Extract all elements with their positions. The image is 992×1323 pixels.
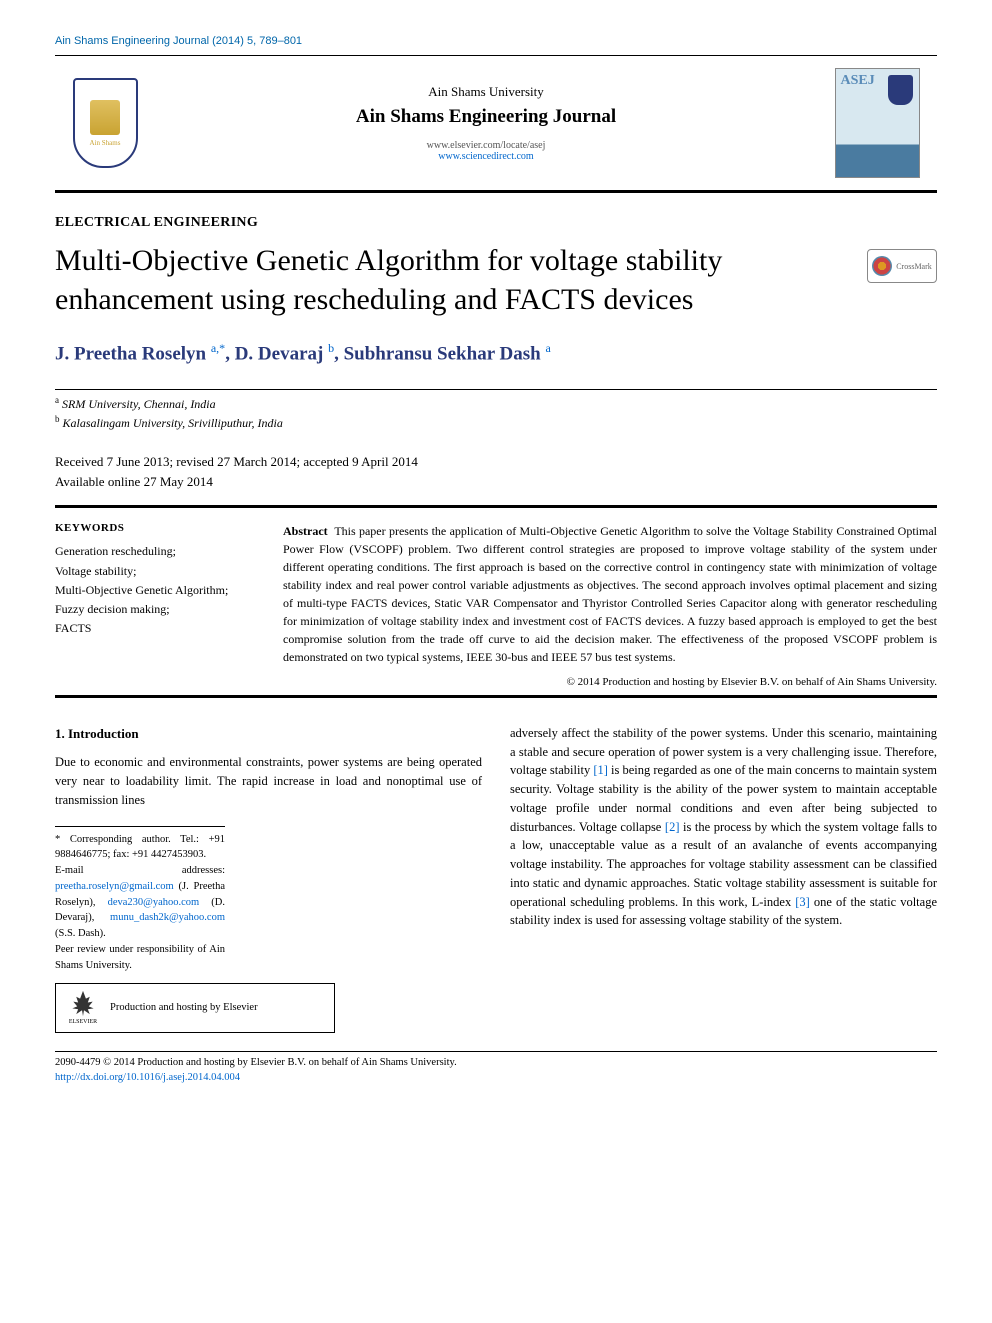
crossmark-icon	[872, 256, 892, 276]
abstract-label: Abstract	[283, 524, 328, 538]
running-head: Ain Shams Engineering Journal (2014) 5, …	[55, 35, 937, 47]
affiliations: a SRM University, Chennai, India b Kalas…	[55, 394, 937, 432]
author-2: D. Devaraj	[235, 343, 324, 364]
rule-masthead-bottom	[55, 190, 937, 193]
crossmark-label: CrossMark	[896, 262, 932, 271]
elsevier-logo: ELSEVIER	[66, 989, 100, 1027]
email-link-3[interactable]: munu_dash2k@yahoo.com	[110, 912, 225, 923]
keywords-heading: KEYWORDS	[55, 522, 255, 534]
email-link-1[interactable]: preetha.roselyn@gmail.com	[55, 881, 174, 892]
email-addresses: E-mail addresses: preetha.roselyn@gmail.…	[55, 863, 225, 942]
citation-3[interactable]: [3]	[795, 895, 810, 909]
peer-review-line: Peer review under responsibility of Ain …	[55, 942, 225, 974]
rule-above-abstract	[55, 505, 937, 508]
rule-below-abstract	[55, 695, 937, 698]
author-list: J. Preetha Roselyn a,*, D. Devaraj b, Su…	[55, 341, 937, 365]
author-3-affil: a	[545, 341, 550, 355]
article-title: Multi-Objective Genetic Algorithm for vo…	[55, 241, 805, 319]
masthead: Ain Shams Ain Shams University Ain Shams…	[55, 60, 937, 186]
citation-1[interactable]: [1]	[593, 763, 608, 777]
corr-author-line: * Corresponding author. Tel.: +91 988464…	[55, 832, 225, 864]
citation-2[interactable]: [2]	[665, 820, 680, 834]
author-1: J. Preetha Roselyn	[55, 343, 206, 364]
rule-top	[55, 55, 937, 56]
intro-para-2: adversely affect the stability of the po…	[510, 724, 937, 930]
author-2-affil: b	[328, 341, 334, 355]
author-3: Subhransu Sekhar Dash	[344, 343, 541, 364]
hosting-box: ELSEVIER Production and hosting by Elsev…	[55, 983, 335, 1033]
hosting-text: Production and hosting by Elsevier	[110, 1000, 258, 1016]
journal-locate-link[interactable]: www.elsevier.com/locate/asej	[155, 140, 817, 151]
abstract-box: Abstract This paper presents the applica…	[283, 522, 937, 691]
available-online: Available online 27 May 2014	[55, 472, 937, 492]
rule-authors	[55, 389, 937, 390]
journal-cover-thumbnail: ASEJ	[835, 68, 920, 178]
article-dates: Received 7 June 2013; revised 27 March 2…	[55, 452, 937, 491]
page-footer: 2090-4479 © 2014 Production and hosting …	[55, 1051, 937, 1085]
abstract-copyright: © 2014 Production and hosting by Elsevie…	[283, 674, 937, 691]
crossmark-badge[interactable]: CrossMark	[867, 249, 937, 283]
section-label: ELECTRICAL ENGINEERING	[55, 215, 937, 231]
keywords-list: Generation rescheduling; Voltage stabili…	[55, 542, 255, 638]
affiliation-a: SRM University, Chennai, India	[62, 397, 216, 411]
doi-link[interactable]: http://dx.doi.org/10.1016/j.asej.2014.04…	[55, 1072, 240, 1083]
publisher-name: Ain Shams University	[155, 84, 817, 100]
affiliation-b: Kalasalingam University, Srivilliputhur,…	[63, 416, 283, 430]
abstract-text: This paper presents the application of M…	[283, 524, 937, 664]
received-revised-accepted: Received 7 June 2013; revised 27 March 2…	[55, 452, 937, 472]
corresponding-author-footnote: * Corresponding author. Tel.: +91 988464…	[55, 826, 225, 1034]
sciencedirect-link[interactable]: www.sciencedirect.com	[155, 151, 817, 162]
university-shield-logo: Ain Shams	[73, 78, 138, 168]
issn-copyright: 2090-4479 © 2014 Production and hosting …	[55, 1056, 937, 1071]
section-1-heading: 1. Introduction	[55, 724, 482, 744]
journal-name: Ain Shams Engineering Journal	[155, 106, 817, 128]
author-1-affil: a,*	[211, 341, 225, 355]
intro-para-1: Due to economic and environmental constr…	[55, 753, 482, 809]
email-link-2[interactable]: deva230@yahoo.com	[108, 897, 200, 908]
rule-footer	[55, 1051, 937, 1052]
keywords-box: KEYWORDS Generation rescheduling; Voltag…	[55, 522, 255, 638]
